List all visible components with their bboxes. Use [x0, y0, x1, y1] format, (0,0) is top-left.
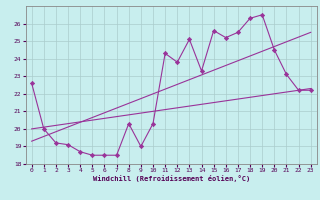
X-axis label: Windchill (Refroidissement éolien,°C): Windchill (Refroidissement éolien,°C) — [92, 175, 250, 182]
